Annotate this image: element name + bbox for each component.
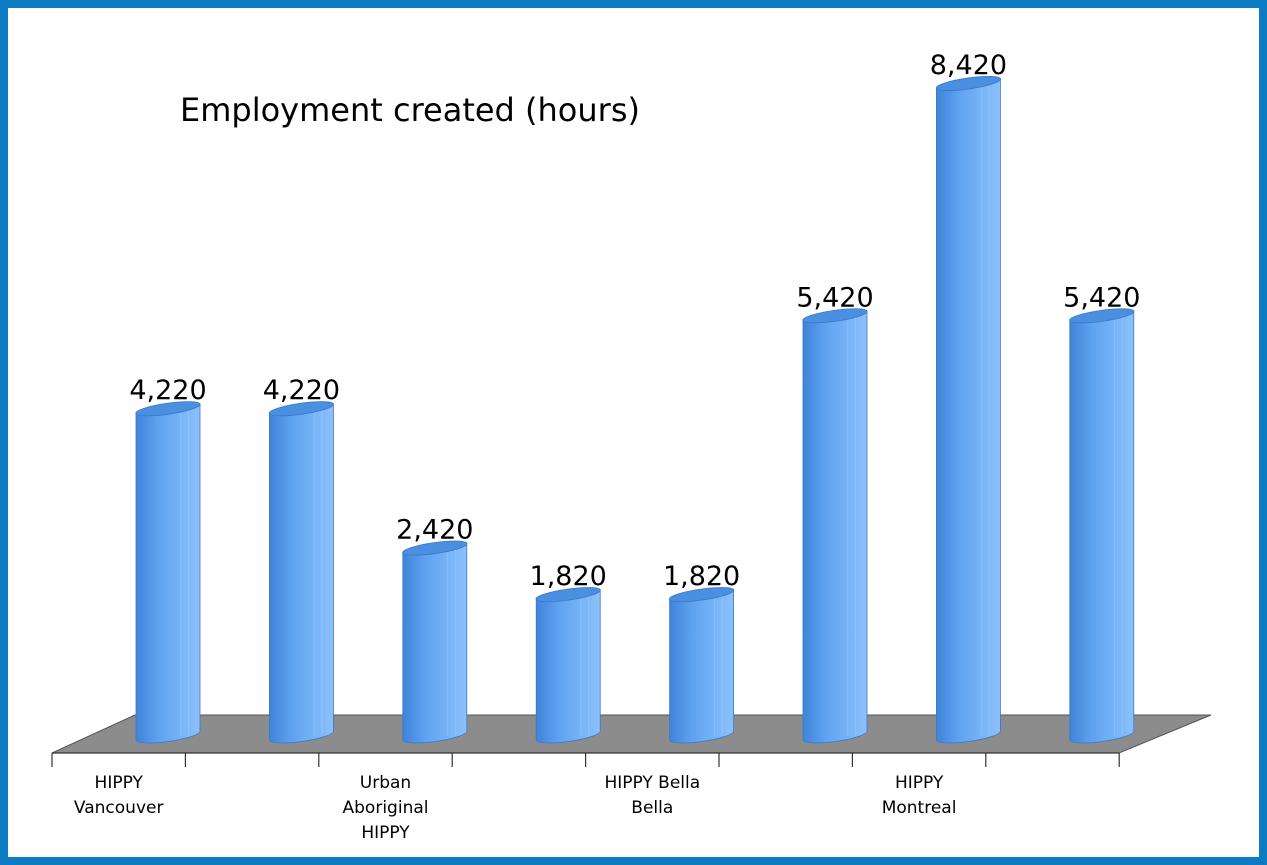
bar — [135, 401, 201, 744]
chart-floor — [51, 714, 1212, 754]
value-labels: 4,220 4,220 2,420 1,820 1,820 5,420 8,420 5,420 — [129, 50, 1140, 592]
bar-series — [135, 76, 1135, 744]
value-label: 4,220 — [263, 375, 340, 406]
bar — [535, 587, 601, 744]
bar — [268, 401, 334, 744]
bar — [402, 540, 468, 744]
x-axis-ticks — [51, 753, 1120, 767]
value-label: 1,820 — [530, 561, 607, 592]
category-label: HIPPY Bella Bella — [604, 773, 700, 818]
value-label: 5,420 — [796, 282, 873, 313]
value-label: 8,420 — [930, 50, 1007, 81]
chart-canvas: Employment created (hours) 4,220 4,220 2,4… — [51, 50, 1212, 843]
bar — [1069, 308, 1135, 744]
category-label: HIPPY Montreal — [882, 773, 957, 818]
category-labels: HIPPY Vancouver Urban Aboriginal HIPPY HIPPY … — [74, 773, 957, 843]
bar — [669, 587, 735, 744]
chart-title: Employment created (hours) — [180, 91, 640, 129]
value-label: 1,820 — [663, 561, 740, 592]
category-label: Urban Aboriginal HIPPY — [343, 773, 429, 843]
bar — [802, 308, 868, 744]
value-label: 2,420 — [396, 515, 473, 546]
bar — [935, 76, 1001, 744]
value-label: 5,420 — [1063, 282, 1140, 313]
category-label: HIPPY Vancouver — [74, 773, 164, 818]
value-label: 4,220 — [129, 375, 206, 406]
